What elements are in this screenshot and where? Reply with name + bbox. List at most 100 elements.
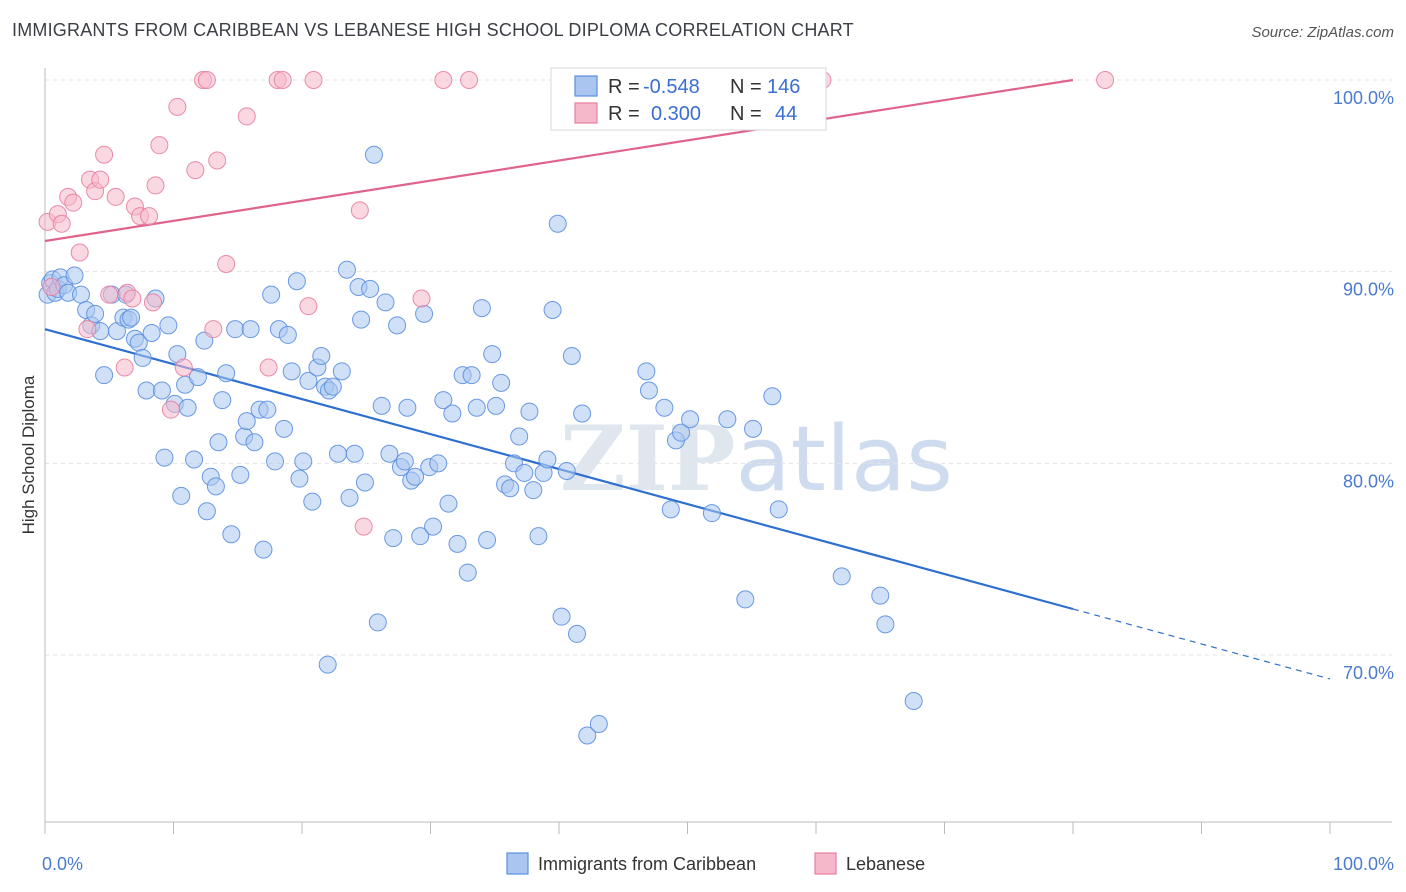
point-caribbean — [222, 525, 241, 544]
point-caribbean — [871, 586, 890, 605]
point-caribbean — [637, 362, 656, 381]
point-caribbean — [388, 316, 407, 335]
trend-line-caribbean-extension — [1072, 608, 1331, 680]
point-lebanese — [143, 293, 162, 312]
point-caribbean — [278, 325, 297, 344]
point-caribbean — [152, 381, 171, 400]
point-caribbean — [552, 607, 571, 626]
point-caribbean — [275, 419, 294, 438]
legend-n-value-pink: 44 — [775, 103, 797, 125]
x-tick-label: 100.0% — [1333, 854, 1394, 874]
point-caribbean — [406, 467, 425, 486]
point-caribbean — [217, 364, 236, 383]
bottom-legend-swatch-pink — [814, 852, 837, 875]
point-lebanese — [299, 297, 318, 316]
point-caribbean — [299, 371, 318, 390]
trend-line-lebanese — [44, 78, 1074, 243]
point-caribbean — [290, 469, 309, 488]
point-caribbean — [538, 450, 557, 469]
point-caribbean — [172, 486, 191, 505]
y-tick-labels: 70.0% 80.0% 90.0% 100.0% — [1333, 88, 1394, 683]
y-tick-label: 70.0% — [1343, 663, 1394, 683]
point-lebanese — [259, 358, 278, 377]
point-lebanese — [64, 193, 83, 212]
point-lebanese — [208, 151, 227, 170]
point-caribbean — [262, 285, 281, 304]
point-caribbean — [639, 381, 658, 400]
point-caribbean — [467, 398, 486, 417]
point-lebanese — [95, 145, 114, 164]
point-caribbean — [736, 590, 755, 609]
point-caribbean — [142, 324, 161, 342]
point-caribbean — [415, 304, 434, 323]
legend-n-label-blue: N = — [730, 76, 762, 98]
point-caribbean — [355, 473, 374, 492]
point-lebanese — [168, 97, 187, 116]
point-caribbean — [197, 502, 216, 521]
point-caribbean — [254, 540, 273, 559]
point-caribbean — [832, 567, 851, 586]
legend-r-label-blue: R = — [608, 76, 640, 98]
point-lebanese — [100, 285, 119, 304]
y-tick-label: 80.0% — [1343, 471, 1394, 491]
point-caribbean — [462, 366, 481, 385]
point-caribbean — [122, 308, 141, 327]
point-caribbean — [188, 368, 207, 387]
point-lebanese — [70, 243, 89, 262]
point-caribbean — [380, 444, 399, 463]
legend: R = -0.548 N = 146 R = 0.300 N = 44 — [550, 67, 827, 131]
point-caribbean — [245, 433, 264, 452]
point-caribbean — [589, 715, 608, 733]
point-caribbean — [501, 479, 520, 498]
point-lebanese — [197, 71, 216, 89]
point-caribbean — [702, 504, 721, 523]
point-lebanese — [174, 358, 193, 377]
point-caribbean — [352, 310, 371, 329]
legend-r-label-pink: R = — [608, 103, 640, 125]
point-caribbean — [159, 316, 178, 335]
trend-lines — [44, 78, 1331, 680]
point-caribbean — [395, 452, 414, 471]
point-caribbean — [448, 534, 467, 553]
point-lebanese — [140, 207, 159, 226]
point-caribbean — [655, 398, 674, 417]
point-caribbean — [86, 304, 105, 323]
point-lebanese — [91, 170, 110, 189]
grid-lines — [45, 79, 1392, 656]
bottom-legend-label-blue: Immigrants from Caribbean — [538, 854, 756, 874]
legend-swatch-blue — [574, 75, 598, 97]
point-caribbean — [133, 348, 152, 367]
point-lebanese — [237, 107, 256, 126]
point-caribbean — [718, 410, 737, 429]
point-caribbean — [876, 615, 895, 634]
point-caribbean — [332, 362, 351, 381]
point-lebanese — [161, 400, 180, 419]
legend-swatch-pink — [574, 102, 598, 124]
point-caribbean — [361, 279, 380, 298]
legend-n-label-pink: N = — [730, 103, 762, 125]
point-caribbean — [294, 452, 313, 471]
point-caribbean — [672, 423, 691, 442]
point-caribbean — [364, 145, 383, 164]
point-caribbean — [318, 655, 337, 674]
point-caribbean — [206, 477, 225, 496]
point-caribbean — [213, 391, 232, 410]
data-points — [38, 71, 1115, 745]
point-lebanese — [42, 278, 61, 296]
point-lebanese — [186, 161, 205, 180]
point-caribbean — [557, 462, 576, 480]
point-lebanese — [434, 71, 453, 89]
point-caribbean — [282, 362, 301, 381]
point-lebanese — [1096, 71, 1115, 89]
point-caribbean — [424, 517, 443, 536]
point-caribbean — [71, 285, 90, 304]
point-caribbean — [681, 410, 700, 429]
point-caribbean — [562, 347, 581, 365]
point-lebanese — [146, 176, 165, 195]
point-caribbean — [411, 527, 430, 546]
point-caribbean — [398, 398, 417, 417]
point-caribbean — [237, 412, 256, 431]
point-caribbean — [492, 373, 511, 392]
point-lebanese — [123, 289, 142, 308]
point-caribbean — [904, 692, 923, 710]
